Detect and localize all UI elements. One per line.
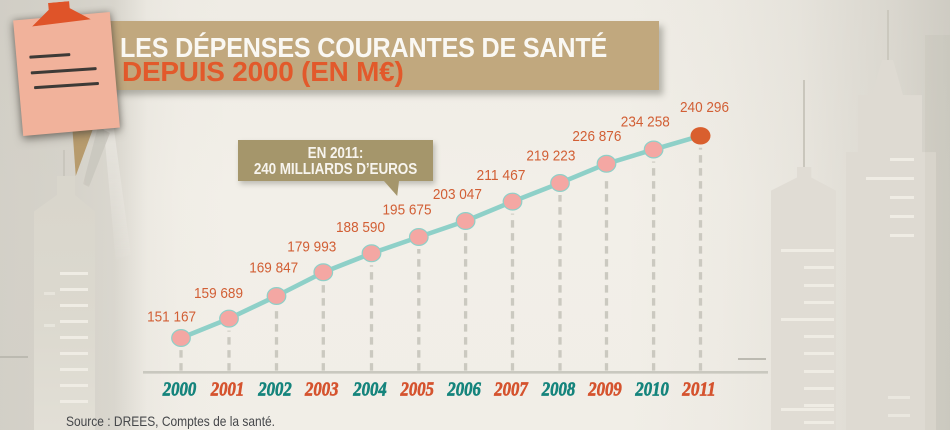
- svg-text:219 223: 219 223: [526, 148, 575, 165]
- svg-text:151 167: 151 167: [147, 309, 196, 326]
- svg-text:2004: 2004: [352, 379, 386, 401]
- svg-text:226 876: 226 876: [572, 128, 621, 145]
- svg-text:2002: 2002: [257, 379, 291, 401]
- svg-text:2000: 2000: [162, 379, 196, 401]
- svg-text:2008: 2008: [541, 379, 575, 401]
- svg-text:188 590: 188 590: [336, 219, 385, 236]
- svg-text:2003: 2003: [304, 379, 338, 401]
- svg-text:195 675: 195 675: [383, 202, 432, 219]
- svg-text:234 258: 234 258: [621, 114, 670, 131]
- svg-text:169 847: 169 847: [249, 259, 298, 276]
- svg-text:2006: 2006: [447, 379, 481, 401]
- svg-text:159 689: 159 689: [194, 285, 243, 302]
- svg-text:2010: 2010: [635, 379, 669, 401]
- svg-text:203 047: 203 047: [433, 186, 482, 203]
- svg-text:2007: 2007: [493, 379, 528, 401]
- svg-text:240 296: 240 296: [680, 99, 729, 116]
- svg-text:2001: 2001: [210, 379, 244, 401]
- svg-text:211 467: 211 467: [477, 167, 526, 184]
- svg-text:2009: 2009: [587, 379, 621, 401]
- svg-text:2011: 2011: [681, 379, 715, 401]
- svg-text:2005: 2005: [400, 379, 434, 401]
- svg-text:179 993: 179 993: [287, 238, 336, 255]
